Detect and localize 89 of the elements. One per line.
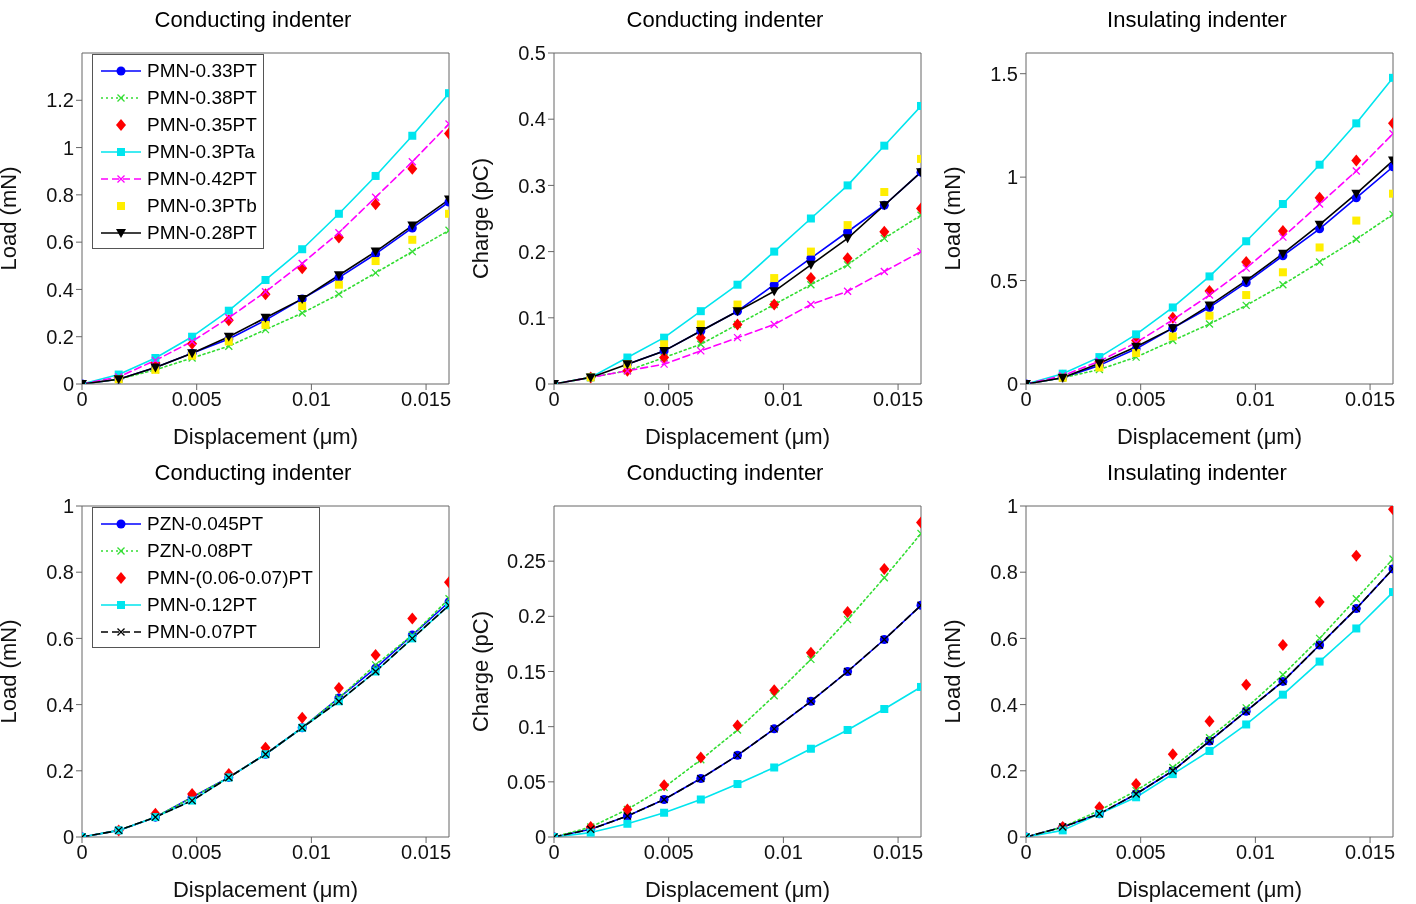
x-tick-label: 0.005 bbox=[643, 388, 694, 411]
x-tick-label: 0.01 bbox=[763, 388, 803, 411]
y-axis-title: Load (mN) bbox=[939, 619, 965, 724]
y-tick-label: 0.8 bbox=[46, 561, 74, 584]
chart-title: Conducting indenter bbox=[625, 6, 825, 34]
y-tick-label: 0.6 bbox=[990, 627, 1018, 650]
y-tick-label: 0.5 bbox=[518, 42, 546, 65]
y-tick-label: 1 bbox=[1006, 166, 1018, 189]
y-tick-label: 1.2 bbox=[46, 89, 74, 112]
x-tick-label: 0.015 bbox=[401, 388, 452, 411]
chart-title: Insulating indenter bbox=[1106, 459, 1288, 487]
legend-label: PMN-0.42PT bbox=[147, 167, 257, 190]
x-tick-label: 0.005 bbox=[1115, 841, 1166, 864]
y-tick-label: 0.4 bbox=[46, 278, 74, 301]
x-tick-label: 0.005 bbox=[643, 841, 694, 864]
chart-title: Conducting indenter bbox=[153, 6, 353, 34]
chart-title: Conducting indenter bbox=[153, 459, 353, 487]
x-tick-label: 0 bbox=[76, 841, 88, 864]
x-tick-label: 0.015 bbox=[873, 388, 924, 411]
y-tick-label: 0.2 bbox=[518, 605, 546, 628]
y-tick-label: 0.8 bbox=[46, 183, 74, 206]
chart-title: Conducting indenter bbox=[625, 459, 825, 487]
y-tick-label: 0.5 bbox=[990, 269, 1018, 292]
y-axis-title: Load (mN) bbox=[939, 166, 965, 271]
legend-label: PMN-0.12PT bbox=[147, 593, 257, 616]
x-tick-label: 0.005 bbox=[1115, 388, 1166, 411]
x-tick-label: 0.01 bbox=[763, 841, 803, 864]
legend-label: PMN-0.3PTb bbox=[147, 194, 257, 217]
x-axis-title: Displacement (μm) bbox=[1116, 424, 1303, 449]
y-tick-label: 0.25 bbox=[507, 550, 546, 573]
legend-label: PMN-0.3PTa bbox=[147, 140, 255, 163]
y-tick-label: 0.6 bbox=[46, 231, 74, 254]
y-tick-label: 0.6 bbox=[46, 627, 74, 650]
y-tick-label: 0.1 bbox=[518, 306, 546, 329]
y-axis-title: Charge (pC) bbox=[467, 157, 493, 280]
y-tick-label: 1 bbox=[1006, 495, 1018, 518]
y-tick-label: 0 bbox=[1006, 373, 1018, 396]
legend-label: PMN-0.28PT bbox=[147, 221, 257, 244]
x-tick-label: 0.01 bbox=[1235, 841, 1275, 864]
legend-label: PZN-0.045PT bbox=[147, 512, 264, 535]
x-tick-label: 0.01 bbox=[1235, 388, 1275, 411]
y-tick-label: 1 bbox=[62, 495, 74, 518]
x-tick-label: 0.015 bbox=[401, 841, 452, 864]
legend-label: PMN-0.33PT bbox=[147, 59, 257, 82]
legend-label: PMN-(0.06-0.07)PT bbox=[147, 566, 313, 589]
y-tick-label: 0.05 bbox=[507, 770, 546, 793]
y-tick-label: 0.4 bbox=[990, 693, 1018, 716]
x-tick-label: 0.01 bbox=[291, 388, 331, 411]
x-tick-label: 0.01 bbox=[291, 841, 331, 864]
y-tick-label: 0.2 bbox=[990, 759, 1018, 782]
y-tick-label: 0 bbox=[534, 826, 546, 849]
legend-label: PZN-0.08PT bbox=[147, 539, 253, 562]
x-tick-label: 0 bbox=[1020, 388, 1032, 411]
chart-title: Insulating indenter bbox=[1106, 6, 1288, 34]
legend-label: PMN-0.35PT bbox=[147, 113, 257, 136]
x-tick-label: 0.005 bbox=[171, 841, 222, 864]
x-axis-title: Displacement (μm) bbox=[644, 877, 831, 902]
y-tick-label: 0 bbox=[1006, 826, 1018, 849]
x-tick-label: 0.005 bbox=[171, 388, 222, 411]
y-tick-label: 0.4 bbox=[518, 108, 546, 131]
y-axis-title: Load (mN) bbox=[0, 619, 21, 724]
x-tick-label: 0 bbox=[548, 841, 560, 864]
y-tick-label: 0.8 bbox=[990, 561, 1018, 584]
x-tick-label: 0 bbox=[76, 388, 88, 411]
legend-label: PMN-0.07PT bbox=[147, 620, 257, 643]
y-tick-label: 0.4 bbox=[46, 693, 74, 716]
y-tick-label: 0 bbox=[534, 373, 546, 396]
y-tick-label: 0.2 bbox=[46, 759, 74, 782]
x-axis-title: Displacement (μm) bbox=[1116, 877, 1303, 902]
x-tick-label: 0.015 bbox=[1345, 388, 1396, 411]
x-tick-label: 0.015 bbox=[873, 841, 924, 864]
x-axis-title: Displacement (μm) bbox=[644, 424, 831, 449]
x-tick-label: 0 bbox=[548, 388, 560, 411]
y-tick-label: 0.2 bbox=[518, 240, 546, 263]
y-tick-label: 1 bbox=[62, 136, 74, 159]
y-tick-label: 0 bbox=[62, 826, 74, 849]
legend-label: PMN-0.38PT bbox=[147, 86, 257, 109]
y-tick-label: 0.15 bbox=[507, 660, 546, 683]
x-tick-label: 0.015 bbox=[1345, 841, 1396, 864]
y-tick-label: 0.1 bbox=[518, 715, 546, 738]
x-tick-label: 0 bbox=[1020, 841, 1032, 864]
y-axis-title: Load (mN) bbox=[0, 166, 21, 271]
y-tick-label: 0.2 bbox=[46, 325, 74, 348]
x-axis-title: Displacement (μm) bbox=[172, 877, 359, 902]
y-tick-label: 1.5 bbox=[990, 62, 1018, 85]
x-axis-title: Displacement (μm) bbox=[172, 424, 359, 449]
y-tick-label: 0.3 bbox=[518, 174, 546, 197]
y-axis-title: Charge (pC) bbox=[467, 610, 493, 733]
y-tick-label: 0 bbox=[62, 373, 74, 396]
